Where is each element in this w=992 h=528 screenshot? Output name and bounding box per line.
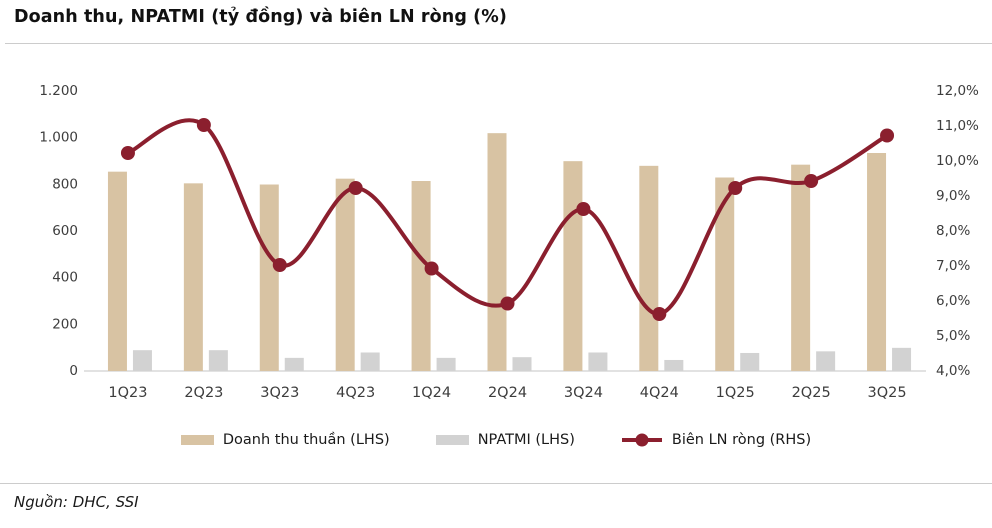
right-axis-tick-label: 6,0%	[936, 293, 970, 309]
left-axis-tick-label: 600	[52, 223, 78, 239]
margin-dot-4Q24	[652, 307, 667, 321]
revenue-bar-1Q23	[107, 171, 127, 371]
chart-title: Doanh thu, NPATMI (tỷ đồng) và biên LN r…	[14, 7, 507, 27]
npatmi-swatch-icon	[435, 435, 469, 445]
legend-item-revenue: Doanh thu thuần (LHS)	[180, 432, 390, 448]
chart-legend: Doanh thu thuần (LHS) NPATMI (LHS) Biên …	[0, 432, 992, 448]
legend-label-margin: Biên LN ròng (RHS)	[671, 432, 812, 448]
margin-dot-2Q23	[196, 118, 211, 132]
left-axis-tick-label: 1.000	[39, 130, 78, 146]
margin-dot-1Q25	[728, 181, 743, 195]
x-axis-tick-label: 4Q23	[336, 385, 375, 401]
left-axis-tick-label: 400	[52, 270, 78, 286]
left-axis-tick-label: 200	[52, 316, 78, 332]
revenue-bar-1Q25	[715, 177, 735, 371]
revenue-bar-2Q25	[791, 164, 811, 371]
x-axis-tick-label: 1Q25	[716, 385, 755, 401]
npatmi-bar-1Q24	[436, 357, 456, 371]
right-axis-tick-label: 10,0%	[936, 153, 979, 169]
revenue-bar-3Q25	[867, 153, 887, 371]
right-axis-tick-label: 11,0%	[936, 118, 979, 134]
margin-dot-2Q25	[804, 174, 819, 188]
right-axis-tick-label: 9,0%	[936, 188, 970, 204]
right-axis-tick-label: 7,0%	[936, 258, 970, 274]
left-axis-tick-label: 0	[69, 363, 78, 379]
npatmi-bar-2Q23	[208, 350, 228, 371]
npatmi-bar-1Q23	[132, 350, 152, 371]
npatmi-bar-2Q25	[816, 351, 836, 371]
line-dot-marker-icon	[621, 433, 662, 447]
margin-dot-1Q23	[120, 146, 135, 160]
npatmi-bar-2Q24	[512, 357, 532, 371]
x-axis-tick-label: 1Q23	[108, 385, 147, 401]
npatmi-bar-3Q23	[284, 357, 304, 371]
legend-item-margin: Biên LN ròng (RHS)	[621, 432, 811, 448]
x-axis-tick-label: 3Q24	[564, 385, 603, 401]
title-divider	[5, 43, 992, 44]
x-axis-tick-label: 3Q23	[260, 385, 299, 401]
revenue-bar-1Q24	[411, 181, 431, 371]
x-axis-tick-label: 3Q25	[867, 385, 906, 401]
right-axis-tick-label: 4,0%	[936, 363, 970, 379]
x-axis-tick-label: 1Q24	[412, 385, 451, 401]
right-axis-tick-label: 5,0%	[936, 328, 970, 344]
revenue-bar-4Q23	[335, 178, 355, 371]
legend-label-revenue: Doanh thu thuần (LHS)	[222, 432, 390, 448]
npatmi-bar-1Q25	[740, 352, 760, 371]
margin-dot-3Q23	[272, 258, 287, 272]
margin-dot-3Q25	[880, 128, 895, 143]
revenue-bar-4Q24	[639, 165, 659, 371]
right-axis-tick-label: 8,0%	[936, 223, 970, 239]
right-axis-tick-label: 12,0%	[936, 83, 979, 99]
left-axis-tick-label: 1.200	[39, 83, 78, 99]
margin-dot-1Q24	[424, 261, 439, 276]
npatmi-bar-4Q23	[360, 352, 380, 371]
revenue-bar-2Q24	[487, 133, 507, 371]
legend-label-npatmi: NPATMI (LHS)	[477, 432, 575, 448]
margin-line	[125, 118, 889, 316]
revenue-swatch-icon	[180, 435, 214, 445]
x-axis-tick-label: 2Q23	[184, 385, 223, 401]
npatmi-bar-3Q24	[588, 352, 608, 371]
legend-item-npatmi: NPATMI (LHS)	[435, 432, 575, 448]
margin-dot-2Q24	[500, 296, 515, 311]
revenue-bar-2Q23	[183, 183, 203, 371]
revenue-bar-3Q24	[563, 161, 583, 371]
revenue-bar-3Q23	[259, 184, 279, 371]
npatmi-bar-3Q25	[892, 347, 912, 371]
margin-dot-3Q24	[576, 202, 591, 216]
x-axis-tick-label: 2Q25	[792, 385, 831, 401]
npatmi-bar-4Q24	[664, 359, 684, 371]
x-axis-tick-label: 4Q24	[640, 385, 679, 401]
chart-canvas: 0 200 400 600 800 1.000 1.200 4,0% 5,0% 6,0% 7,0% 8…	[39, 83, 979, 401]
margin-dot-4Q23	[348, 181, 363, 195]
left-axis-tick-label: 800	[52, 176, 78, 192]
footer-divider	[0, 483, 992, 484]
x-axis-tick-label: 2Q24	[488, 385, 527, 401]
source-note: Nguồn: DHC, SSI	[14, 493, 139, 511]
